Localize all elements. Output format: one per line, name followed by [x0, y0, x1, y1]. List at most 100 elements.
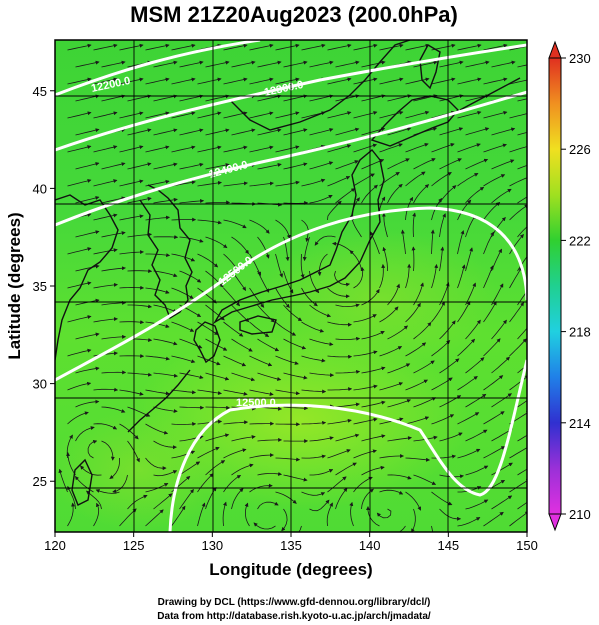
wind-streamline — [509, 113, 527, 119]
wind-streamline — [205, 433, 230, 442]
wind-streamline — [67, 111, 92, 119]
credit-data: Data from http://database.rish.kyoto-u.a… — [157, 611, 431, 622]
wind-streamline — [223, 420, 249, 425]
wind-streamline — [509, 266, 523, 289]
wind-streamline — [509, 204, 527, 221]
russia-coastline — [229, 40, 411, 131]
wind-streamline — [298, 525, 302, 532]
wind-streamline — [405, 379, 428, 391]
x-tick-label: 130 — [201, 538, 223, 553]
wind-streamline — [465, 499, 489, 510]
wind-streamline — [301, 178, 326, 187]
wind-streamline — [387, 158, 410, 170]
wind-streamline — [231, 236, 249, 255]
wind-streamline — [95, 489, 120, 494]
wind-streamline — [153, 270, 178, 278]
wind-streamline — [283, 94, 308, 102]
wind-streamline — [361, 184, 378, 204]
wind-streamline — [439, 60, 464, 68]
wind-streamline — [465, 127, 490, 136]
wind-streamline — [223, 77, 248, 85]
wind-streamline — [457, 143, 481, 153]
wind-streamline — [465, 247, 473, 272]
wind-streamline — [67, 502, 76, 527]
wind-streamline — [483, 77, 508, 85]
wind-streamline — [223, 474, 242, 493]
wind-streamline — [145, 457, 167, 471]
wind-streamline — [327, 354, 353, 359]
x-axis: 120 125 130 135 140 145 150 — [44, 532, 538, 553]
wind-streamline — [93, 145, 118, 153]
wind-streamline — [231, 128, 256, 136]
wind-streamline — [509, 45, 527, 51]
wind-streamline — [93, 43, 118, 51]
wind-streamline — [101, 266, 126, 272]
wind-streamline — [75, 264, 100, 272]
wind-streamline — [327, 111, 352, 119]
wind-streamline — [301, 355, 326, 363]
wind-streamline — [101, 334, 127, 340]
wind-streamline — [283, 128, 308, 136]
wind-streamline — [275, 491, 297, 504]
wind-streamline — [379, 454, 405, 459]
contour-12400 — [55, 90, 527, 227]
wind-streamline — [483, 375, 504, 391]
wind-streamline — [145, 43, 170, 51]
wind-streamline — [457, 300, 471, 323]
wind-streamline — [205, 270, 224, 288]
wind-streamline — [379, 306, 399, 323]
wind-streamline — [119, 320, 145, 325]
wind-streamline — [326, 502, 333, 527]
wind-streamline — [119, 389, 144, 396]
wind-streamline — [411, 508, 416, 532]
wind-streamline — [67, 381, 92, 391]
wind-streamline — [223, 219, 247, 229]
wind-streamline — [231, 463, 254, 476]
wind-streamline — [301, 491, 326, 496]
colorbar-tick-label: 222 — [569, 233, 591, 248]
wind-streamline — [119, 111, 144, 119]
honshu-coastline — [213, 149, 385, 324]
wind-streamline — [171, 253, 196, 262]
wind-streamline — [75, 399, 100, 408]
wind-streamline — [335, 402, 360, 408]
wind-streamline — [379, 346, 403, 357]
wind-streamline — [127, 128, 152, 136]
wind-streamline — [93, 213, 118, 221]
wind-streamline — [309, 499, 330, 512]
wind-streamline — [153, 235, 179, 240]
wind-streamline — [431, 414, 455, 425]
wind-streamline — [145, 483, 169, 493]
wind-streamline — [101, 60, 126, 68]
wind-streamline — [93, 248, 118, 255]
wind-streamline — [153, 338, 178, 346]
wind-streamline — [179, 461, 201, 476]
wind-streamline — [327, 387, 353, 392]
wind-streamline — [405, 142, 429, 153]
wind-streamline — [119, 179, 144, 187]
wind-streamline — [327, 144, 352, 153]
wind-streamline — [119, 285, 145, 290]
wind-streamline — [75, 128, 100, 136]
wind-streamline — [457, 376, 478, 391]
wind-streamline — [145, 509, 164, 527]
chart-title: MSM 21Z20Aug2023 (200.0hPa) — [130, 2, 458, 27]
wind-streamline — [223, 355, 247, 367]
wind-streamline — [205, 405, 231, 410]
wind-streamline — [249, 111, 274, 119]
wind-streamline — [249, 145, 274, 153]
wind-streamline — [387, 363, 411, 374]
wind-streamline — [483, 110, 508, 119]
wind-streamline — [509, 374, 527, 391]
wind-streamline — [145, 355, 170, 361]
x-tick-label: 150 — [516, 538, 538, 553]
wind-streamline — [283, 372, 308, 380]
wind-streamline — [457, 110, 482, 119]
wind-streamline — [231, 338, 253, 352]
wind-streamline — [335, 487, 348, 510]
wind-streamline — [335, 160, 359, 170]
wind-streamline — [67, 485, 76, 510]
wind-streamline — [353, 350, 378, 357]
wind-streamline — [231, 270, 247, 291]
wind-streamline — [283, 201, 309, 206]
